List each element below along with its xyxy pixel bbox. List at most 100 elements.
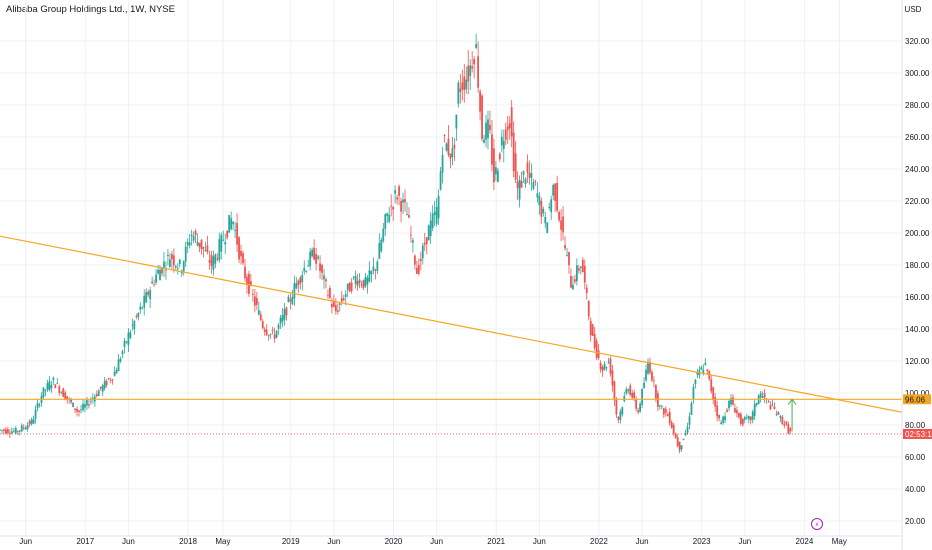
- candle: [406, 202, 408, 216]
- candle-body: [704, 363, 707, 365]
- candle-body: [463, 76, 466, 90]
- candle: [684, 429, 687, 437]
- current-price-badge: 02:53:19: [903, 428, 932, 439]
- candle: [299, 275, 302, 290]
- y-tick-label: 100.00: [905, 389, 930, 398]
- candle-body: [261, 321, 264, 329]
- candle-body: [376, 261, 379, 271]
- candle: [400, 197, 402, 223]
- candle: [558, 210, 561, 223]
- candle: [285, 306, 288, 321]
- candle-body: [678, 441, 681, 451]
- candle: [311, 247, 314, 258]
- candle: [251, 288, 254, 302]
- candle-body: [50, 384, 53, 389]
- candle: [734, 403, 736, 413]
- candle-body: [510, 107, 513, 137]
- candle: [313, 239, 316, 261]
- candle-body: [690, 403, 693, 415]
- candle-body: [485, 122, 487, 140]
- candle: [595, 337, 598, 361]
- candle: [95, 390, 98, 398]
- candle: [93, 394, 96, 407]
- candle: [415, 260, 418, 275]
- candle-body: [54, 384, 57, 389]
- candle: [99, 386, 102, 391]
- candle: [708, 370, 711, 382]
- candle: [176, 263, 179, 275]
- candle-body: [575, 265, 578, 282]
- candle: [692, 383, 695, 404]
- x-tick-label: Jun: [636, 537, 649, 546]
- candle: [639, 401, 642, 413]
- candle-body: [625, 389, 628, 394]
- candle: [135, 313, 138, 320]
- candle: [465, 66, 468, 94]
- candle-body: [730, 398, 732, 405]
- candle: [682, 438, 685, 441]
- candle: [781, 414, 784, 425]
- candle: [641, 388, 643, 409]
- candle-body: [781, 417, 784, 425]
- candle-body: [536, 193, 539, 198]
- candle: [354, 270, 357, 289]
- candle: [42, 387, 45, 400]
- candle: [279, 314, 282, 329]
- candle: [749, 416, 752, 425]
- candle: [356, 273, 359, 291]
- candle-body: [253, 296, 256, 306]
- candle: [344, 290, 347, 306]
- candle-body: [447, 138, 450, 155]
- candle: [479, 89, 481, 121]
- candle: [372, 257, 375, 275]
- candle-body: [240, 250, 242, 257]
- candle-body: [508, 123, 511, 129]
- candle: [329, 285, 331, 300]
- x-tick-label: Jun: [19, 537, 32, 546]
- candle: [346, 283, 349, 298]
- candle-body: [413, 255, 416, 265]
- candle-body: [714, 397, 717, 407]
- candle-body: [694, 379, 697, 385]
- candle: [404, 189, 406, 212]
- candle: [378, 233, 381, 259]
- candle: [74, 408, 76, 414]
- lightning-icon[interactable]: ⚡: [811, 518, 823, 530]
- candle-body: [157, 269, 159, 274]
- candle-body: [315, 254, 318, 264]
- x-tick-label: 2018: [179, 537, 197, 546]
- candle-body: [777, 412, 780, 415]
- candle: [396, 194, 399, 205]
- candle: [564, 236, 566, 251]
- candle-body: [745, 417, 748, 418]
- candle: [617, 416, 620, 424]
- candle: [455, 114, 458, 141]
- candle: [485, 114, 487, 148]
- candle-body: [732, 397, 734, 405]
- candle-body: [0, 429, 1, 431]
- candle: [585, 284, 588, 300]
- candle: [453, 138, 456, 161]
- candle: [338, 302, 341, 312]
- candle-body: [384, 214, 387, 229]
- candle-body: [336, 310, 339, 312]
- candle: [706, 369, 709, 375]
- candle: [491, 120, 493, 172]
- candle-body: [404, 199, 406, 203]
- y-tick-label: 120.00: [905, 357, 930, 366]
- candle-body: [570, 276, 572, 288]
- candle-body: [524, 178, 527, 185]
- candle-body: [131, 324, 134, 326]
- candle-body: [190, 234, 193, 237]
- candle: [597, 344, 600, 361]
- candle: [198, 242, 201, 253]
- y-tick-label: 300.00: [905, 69, 930, 78]
- candle: [710, 375, 713, 394]
- candle-body: [427, 225, 430, 241]
- candle-body: [465, 79, 468, 90]
- candle: [475, 33, 478, 50]
- candle-body: [204, 249, 207, 251]
- candle: [570, 268, 572, 289]
- candle: [425, 237, 428, 255]
